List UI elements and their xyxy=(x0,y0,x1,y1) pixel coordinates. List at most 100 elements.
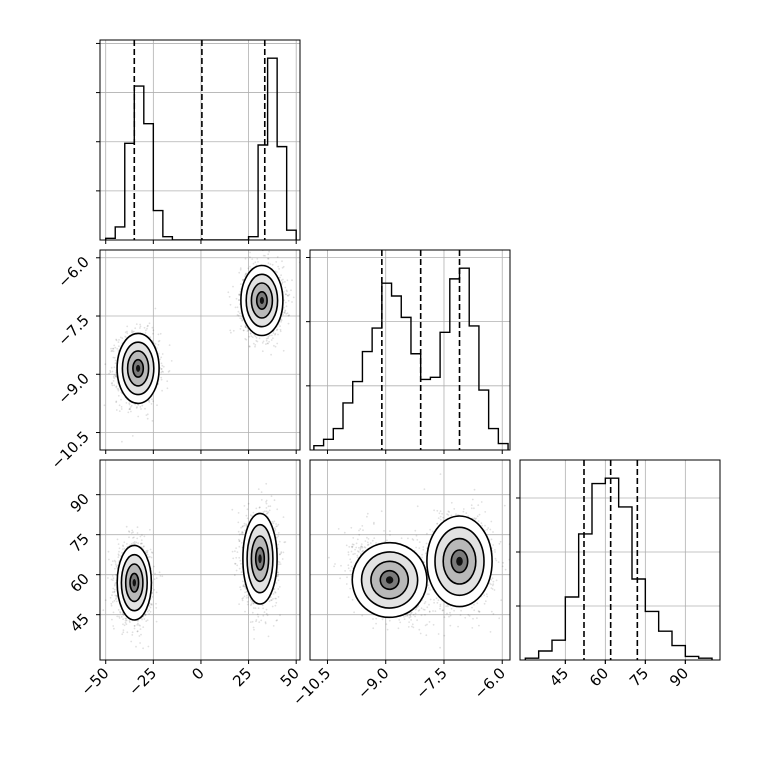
scatter-point xyxy=(113,599,116,602)
scatter-point xyxy=(113,584,116,587)
scatter-panel-p1_vs_p0 xyxy=(99,249,301,451)
scatter-point xyxy=(157,343,160,346)
scatter-point xyxy=(125,617,128,620)
scatter-point xyxy=(146,417,149,420)
scatter-point xyxy=(255,507,258,510)
scatter-point xyxy=(113,590,116,593)
scatter-point xyxy=(150,603,153,605)
scatter-point xyxy=(140,633,142,636)
scatter-point xyxy=(236,564,239,567)
scatter-point xyxy=(139,624,141,627)
scatter-point xyxy=(229,303,232,306)
scatter-point xyxy=(150,551,153,554)
scatter-point xyxy=(144,614,147,616)
scatter-point xyxy=(275,329,278,331)
scatter-point xyxy=(286,290,288,293)
scatter-point xyxy=(113,374,116,377)
scatter-point xyxy=(275,525,278,528)
scatter-point xyxy=(276,508,279,511)
scatter-point xyxy=(120,615,123,618)
scatter-point xyxy=(244,529,247,532)
scatter-point xyxy=(144,332,147,334)
scatter-point xyxy=(252,602,255,605)
scatter-point xyxy=(157,352,160,355)
scatter-point xyxy=(116,538,119,541)
scatter-point xyxy=(246,508,249,511)
scatter-point xyxy=(277,265,280,268)
scatter-point xyxy=(249,265,251,268)
scatter-point xyxy=(258,337,261,340)
scatter-point xyxy=(111,560,114,563)
scatter-point xyxy=(110,604,113,607)
scatter-point xyxy=(247,329,250,331)
scatter-point xyxy=(277,571,279,574)
scatter-point xyxy=(273,588,276,590)
scatter-point xyxy=(287,294,289,297)
scatter-point xyxy=(155,607,158,609)
scatter-point xyxy=(286,294,289,297)
scatter-point xyxy=(274,345,277,348)
scatter-point xyxy=(248,345,251,348)
scatter-point xyxy=(114,359,117,362)
scatter-point xyxy=(244,338,247,340)
scatter-point xyxy=(161,575,164,578)
scatter-point xyxy=(243,524,246,527)
scatter-point xyxy=(107,550,110,553)
scatter-point xyxy=(115,386,118,388)
scatter-point xyxy=(115,401,118,404)
scatter-point xyxy=(251,336,254,338)
scatter-point xyxy=(236,314,239,316)
scatter-point xyxy=(267,262,270,264)
scatter-point xyxy=(135,645,137,648)
scatter-point xyxy=(126,330,128,333)
scatter-point xyxy=(137,415,140,418)
scatter-point xyxy=(244,273,247,276)
scatter-point xyxy=(155,620,158,623)
scatter-point xyxy=(119,336,122,339)
scatter-point xyxy=(126,332,129,335)
scatter-point xyxy=(114,583,116,585)
scatter-point xyxy=(114,346,117,349)
scatter-point xyxy=(154,307,157,310)
scatter-point xyxy=(104,599,107,601)
scatter-point xyxy=(264,254,266,257)
scatter-point xyxy=(135,541,138,544)
scatter-point xyxy=(265,482,268,485)
scatter-point xyxy=(143,545,145,547)
histogram-panel-p2 xyxy=(516,459,721,664)
scatter-point xyxy=(111,349,114,352)
scatter-point xyxy=(130,404,133,407)
scatter-point xyxy=(118,550,120,553)
scatter-point xyxy=(130,640,133,643)
scatter-point xyxy=(279,328,282,331)
scatter-point xyxy=(142,626,145,628)
scatter-point xyxy=(138,624,140,626)
scatter-point xyxy=(260,619,263,622)
scatter-point xyxy=(283,299,286,302)
scatter-point xyxy=(265,501,267,503)
scatter-point xyxy=(286,279,289,282)
scatter-point xyxy=(141,542,144,545)
scatter-point xyxy=(148,609,151,612)
scatter-point xyxy=(228,295,231,298)
scatter-point xyxy=(270,495,273,498)
scatter-point xyxy=(117,388,120,390)
scatter-point xyxy=(113,377,116,379)
scatter-point xyxy=(126,543,128,545)
scatter-point xyxy=(285,293,287,296)
scatter-point xyxy=(160,367,163,370)
scatter-point xyxy=(249,256,251,258)
scatter-point xyxy=(242,279,244,281)
scatter-point xyxy=(136,537,139,540)
scatter-point xyxy=(113,384,116,387)
scatter-point xyxy=(268,334,271,337)
scatter-point xyxy=(124,335,127,338)
scatter-point xyxy=(111,601,114,603)
scatter-point xyxy=(108,558,110,561)
scatter-point xyxy=(258,621,261,623)
scatter-point xyxy=(156,404,158,407)
scatter-point xyxy=(267,505,270,508)
scatter-point xyxy=(146,553,149,556)
scatter-point xyxy=(250,335,253,338)
scatter-point xyxy=(250,599,252,601)
